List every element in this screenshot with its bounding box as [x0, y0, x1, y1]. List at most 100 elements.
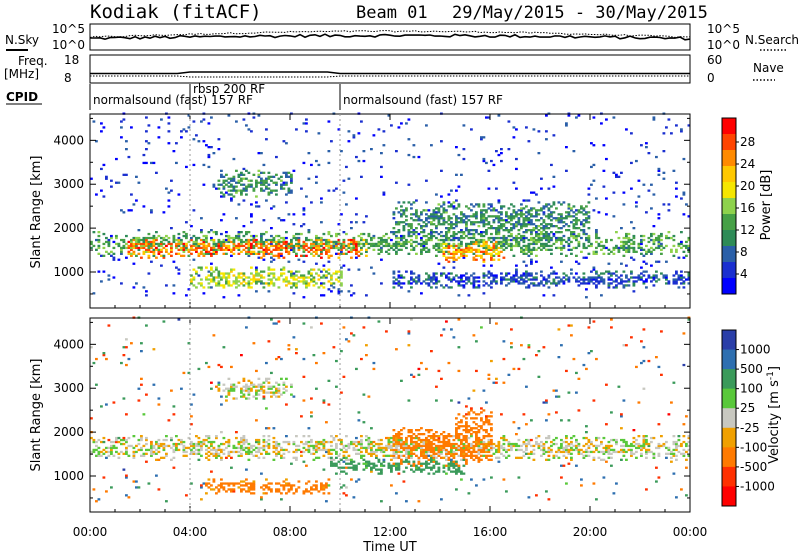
heatmap-cell	[230, 183, 233, 186]
heatmap-cell	[552, 175, 556, 178]
heatmap-cell	[567, 205, 571, 208]
heatmap-cell	[357, 234, 361, 238]
heatmap-cell	[632, 236, 636, 240]
heatmap-cell	[577, 276, 581, 279]
heatmap-cell	[520, 248, 523, 251]
heatmap-cell	[487, 423, 491, 426]
heatmap-cell	[342, 466, 346, 469]
date-range: 29/May/2015 - 30/May/2015	[452, 3, 708, 23]
heatmap-cell	[97, 244, 101, 248]
heatmap-cell	[277, 276, 281, 279]
heatmap-cell	[442, 266, 446, 269]
heatmap-cell	[237, 231, 241, 234]
heatmap-cell	[330, 282, 333, 285]
heatmap-cell	[362, 393, 366, 396]
heatmap-cell	[112, 440, 116, 444]
heatmap-cell	[522, 244, 526, 248]
heatmap-cell	[487, 284, 491, 287]
heatmap-cell	[417, 429, 421, 432]
heatmap-cell	[147, 250, 151, 253]
heatmap-cell	[272, 240, 276, 244]
heatmap-cell	[652, 118, 656, 121]
heatmap-cell	[160, 442, 163, 446]
heatmap-cell	[395, 234, 398, 238]
heatmap-cell	[265, 252, 268, 255]
heatmap-cell	[662, 203, 666, 206]
heatmap-cell	[282, 183, 286, 186]
heatmap-cell	[150, 452, 153, 455]
heatmap-cell	[255, 440, 258, 444]
heatmap-cell	[527, 238, 531, 242]
heatmap-cell	[260, 486, 263, 489]
heatmap-cell	[407, 290, 411, 293]
heatmap-cell	[307, 450, 311, 454]
heatmap-cell	[177, 240, 181, 244]
heatmap-cell	[175, 446, 178, 450]
heatmap-cell	[212, 276, 216, 279]
heatmap-cell	[172, 450, 176, 454]
heatmap-cell	[620, 244, 623, 248]
heatmap-cell	[520, 278, 523, 281]
y-tick-label: 4000	[53, 133, 84, 147]
heatmap-cell	[482, 435, 486, 438]
heatmap-cell	[387, 444, 391, 448]
heatmap-cell	[340, 246, 343, 250]
heatmap-cell	[342, 326, 346, 329]
heatmap-cell	[377, 458, 381, 461]
heatmap-cell	[127, 496, 131, 499]
heatmap-cell	[417, 242, 421, 246]
heatmap-cell	[437, 221, 441, 224]
heatmap-cell	[270, 240, 273, 244]
heatmap-cell	[582, 282, 586, 285]
heatmap-cell	[347, 250, 351, 253]
heatmap-cell	[140, 436, 143, 440]
heatmap-cell	[160, 456, 163, 459]
heatmap-cell	[485, 250, 488, 253]
heatmap-cell	[635, 250, 638, 253]
heatmap-cell	[557, 280, 561, 283]
heatmap-cell	[315, 250, 318, 253]
heatmap-cell	[247, 397, 251, 400]
heatmap-cell	[437, 248, 441, 251]
heatmap-cell	[567, 213, 571, 216]
heatmap-cell	[652, 242, 656, 246]
heatmap-cell	[495, 217, 498, 220]
heatmap-cell	[570, 232, 573, 236]
heatmap-cell	[420, 242, 423, 246]
heatmap-cell	[662, 177, 666, 180]
heatmap-cell	[507, 207, 511, 210]
heatmap-cell	[105, 357, 108, 361]
heatmap-cell	[515, 244, 518, 248]
heatmap-cell	[150, 442, 153, 446]
heatmap-cell	[437, 207, 441, 210]
heatmap-cell	[267, 183, 271, 186]
heatmap-cell	[170, 436, 173, 440]
heatmap-cell	[397, 221, 401, 224]
heatmap-cell	[427, 221, 431, 224]
heatmap-cell	[220, 219, 223, 222]
heatmap-cell	[372, 236, 376, 240]
heatmap-cell	[317, 163, 321, 167]
heatmap-cell	[217, 452, 221, 455]
heatmap-cell	[480, 213, 483, 216]
heatmap-cell	[490, 282, 493, 285]
heatmap-cell	[560, 280, 563, 283]
heatmap-cell	[292, 246, 296, 250]
heatmap-cell	[540, 227, 543, 230]
heatmap-cell	[622, 280, 626, 283]
heatmap-cell	[275, 440, 278, 444]
heatmap-cell	[525, 215, 528, 218]
heatmap-cell	[417, 436, 421, 440]
heatmap-cell	[242, 436, 246, 440]
heatmap-cell	[205, 456, 208, 459]
heatmap-cell	[462, 232, 466, 236]
heatmap-cell	[667, 280, 671, 283]
heatmap-cell	[282, 240, 286, 244]
heatmap-cell	[340, 466, 343, 469]
heatmap-cell	[397, 274, 401, 277]
heatmap-cell	[592, 209, 596, 212]
heatmap-cell	[435, 399, 438, 402]
heatmap-cell	[152, 383, 156, 386]
heatmap-cell	[135, 238, 138, 242]
heatmap-cell	[427, 435, 431, 438]
